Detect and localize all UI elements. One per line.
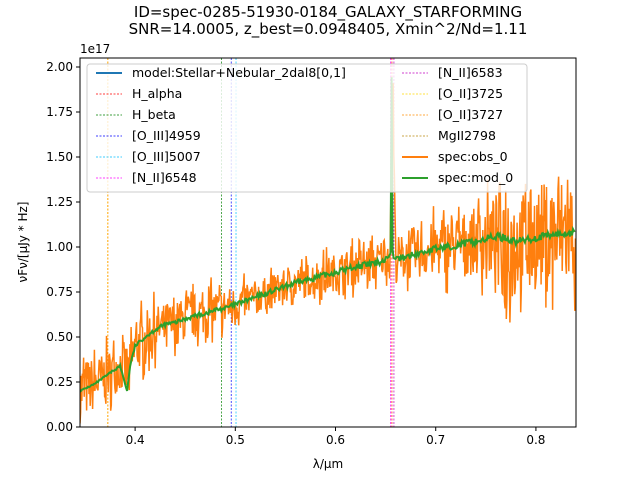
model-spectrum-line (80, 77, 576, 393)
obs-spectrum-line (80, 83, 576, 424)
legend-entry-label: [N_II]6583 (438, 65, 503, 80)
chart-title-line-1: ID=spec-0285-51930-0184_GALAXY_STARFORMI… (134, 3, 522, 22)
y-tick-label: 1.00 (46, 240, 73, 254)
y-tick-label: 1.25 (46, 195, 73, 209)
legend-entry-label: spec:mod_0 (438, 170, 513, 185)
x-tick-label: 0.7 (426, 433, 445, 447)
chart-title-line-2: SNR=14.0005, z_best=0.0948405, Xmin^2/Nd… (129, 20, 528, 39)
legend-entry-label: H_beta (132, 107, 176, 122)
y-tick-label: 1.50 (46, 150, 73, 164)
x-axis-ticks: 0.4 0.5 0.6 0.7 0.8 (126, 427, 545, 447)
x-tick-label: 0.8 (526, 433, 545, 447)
model-spectrum (80, 77, 576, 393)
observed-spectrum (80, 83, 576, 424)
y-tick-label: 1.75 (46, 105, 73, 119)
legend-entry-label: model:Stellar+Nebular_2dal8[0,1] (132, 65, 346, 80)
legend-entry-label: MgII2798 (438, 128, 496, 143)
legend-entry-label: [O_III]4959 (132, 128, 201, 143)
legend-entry-label: [O_III]5007 (132, 149, 201, 164)
y-tick-label: 0.50 (46, 330, 73, 344)
x-axis-label: λ/µm (313, 457, 343, 471)
plot-frame (79, 57, 577, 428)
legend-entry-label: [N_II]6548 (132, 170, 197, 185)
y-axis-ticks: 0.00 0.25 0.50 0.75 1.00 1.25 1.50 1.75 2.00 (46, 60, 80, 434)
x-tick-label: 0.4 (126, 433, 145, 447)
y-axis-label: νFν/[µJy * Hz] (16, 202, 30, 283)
y-offset-label: 1e17 (80, 42, 110, 56)
y-tick-label: 0.25 (46, 375, 73, 389)
legend-entry-label: H_alpha (132, 86, 182, 101)
y-tick-label: 2.00 (46, 60, 73, 74)
x-tick-label: 0.6 (326, 433, 345, 447)
legend: model:Stellar+Nebular_2dal8[0,1] H_alpha H… (86, 63, 528, 193)
legend-box (86, 63, 528, 193)
legend-entry-label: spec:obs_0 (438, 149, 508, 164)
y-tick-label: 0.00 (46, 420, 73, 434)
legend-entry-label: [O_II]3725 (438, 86, 503, 101)
x-tick-label: 0.5 (226, 433, 245, 447)
y-tick-label: 0.75 (46, 285, 73, 299)
legend-entry-label: [O_II]3727 (438, 107, 503, 122)
